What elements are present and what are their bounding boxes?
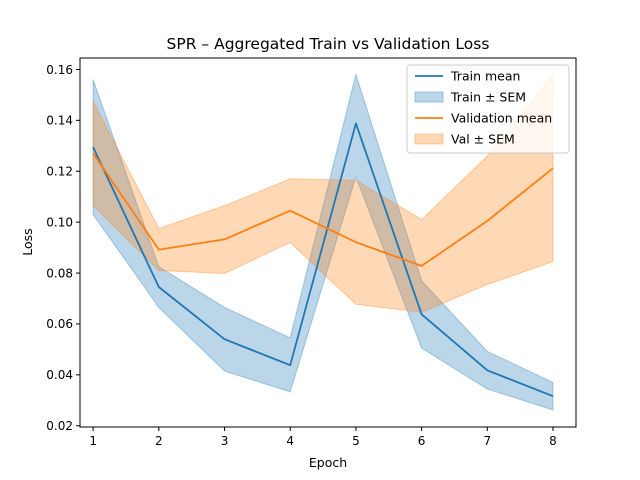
x-tick-label: 3 (221, 434, 229, 448)
x-tick-label: 2 (155, 434, 163, 448)
x-tick-label: 8 (549, 434, 557, 448)
x-axis-label: Epoch (309, 455, 347, 470)
y-tick-label: 0.02 (46, 419, 73, 433)
x-tick-label: 1 (89, 434, 97, 448)
y-tick-label: 0.04 (46, 368, 73, 382)
y-tick-label: 0.16 (46, 63, 73, 77)
y-tick-label: 0.10 (46, 215, 73, 229)
x-tick-label: 6 (418, 434, 426, 448)
chart-title: SPR – Aggregated Train vs Validation Los… (167, 35, 490, 53)
legend: Train mean Train ± SEM Validation mean Val … (406, 64, 570, 154)
y-tick-label: 0.12 (46, 165, 73, 179)
x-tick-label: 5 (352, 434, 360, 448)
sem-band-1 (92, 73, 554, 313)
legend-label: Train ± SEM (450, 89, 526, 104)
legend-label: Val ± SEM (451, 131, 515, 146)
y-tick-label: 0.08 (46, 266, 73, 280)
legend-box (406, 64, 570, 154)
legend-band-swatch-1 (414, 133, 444, 145)
series-line-0 (92, 122, 554, 398)
legend-band-swatch-0 (414, 91, 444, 103)
y-axis-label: Loss (20, 228, 35, 255)
legend-label: Validation mean (451, 110, 552, 125)
x-tick-label: 4 (286, 434, 294, 448)
y-tick-label: 0.14 (46, 114, 73, 128)
y-tick-label: 0.06 (46, 317, 73, 331)
x-tick-label: 7 (483, 434, 491, 448)
series-line-1 (92, 152, 554, 267)
legend-label: Train mean (450, 68, 520, 83)
axes-frame (79, 57, 577, 428)
